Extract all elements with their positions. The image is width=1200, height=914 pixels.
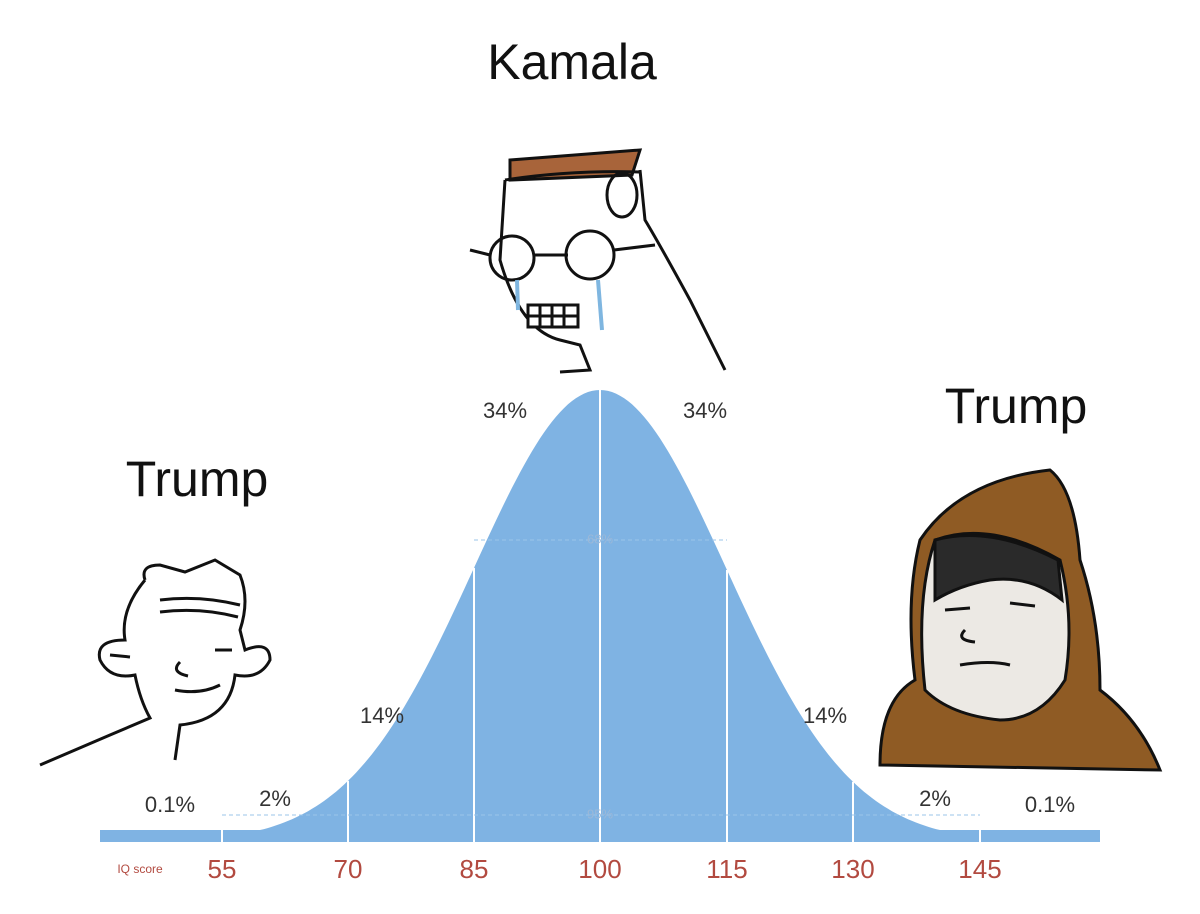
tick-label: 130 (831, 854, 874, 884)
left-label: Trump (126, 451, 269, 507)
percent-label: 0.1% (145, 792, 195, 817)
percent-label: 14% (360, 703, 404, 728)
top-label: Kamala (487, 34, 657, 90)
hooded-face (878, 468, 1163, 772)
range-label: 95% (587, 806, 613, 821)
simple-face (39, 558, 272, 767)
axis-title: IQ score (117, 862, 163, 876)
tick-label: 115 (706, 854, 747, 884)
percent-label: 2% (919, 786, 951, 811)
percent-label: 34% (483, 398, 527, 423)
range-label: 68% (587, 531, 613, 546)
tick-label: 100 (578, 854, 621, 884)
right-label: Trump (945, 378, 1088, 434)
tick-label: 145 (958, 854, 1001, 884)
crying-face (469, 148, 727, 374)
percent-label: 14% (803, 703, 847, 728)
tick-label: 85 (460, 854, 489, 884)
bell-curve (100, 390, 1100, 842)
curve-labels: 55 70 85 100 115 130 145 IQ score 0.1% 2% 14% 34% 34… (117, 398, 1075, 884)
percent-label: 34% (683, 398, 727, 423)
percent-label: 2% (259, 786, 291, 811)
tick-label: 70 (334, 854, 363, 884)
percent-label: 0.1% (1025, 792, 1075, 817)
tick-label: 55 (208, 854, 237, 884)
